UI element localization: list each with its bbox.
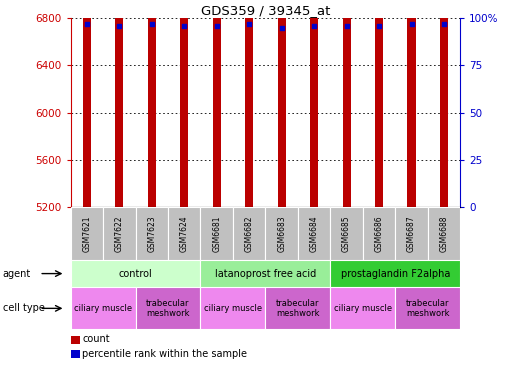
Bar	[83, 0, 91, 207]
Bar	[71, 287, 135, 329]
Bar	[428, 207, 460, 260]
Bar	[135, 287, 200, 329]
Point	[83, 21, 91, 27]
Text: GSM7624: GSM7624	[180, 215, 189, 252]
Bar	[103, 207, 135, 260]
Text: GSM7623: GSM7623	[147, 215, 156, 252]
Text: trabecular
meshwork: trabecular meshwork	[146, 299, 190, 318]
Text: GSM7622: GSM7622	[115, 215, 124, 251]
Bar	[168, 207, 200, 260]
Bar	[200, 207, 233, 260]
Text: count: count	[82, 334, 110, 344]
Text: ciliary muscle: ciliary muscle	[74, 304, 132, 313]
Title: GDS359 / 39345_at: GDS359 / 39345_at	[201, 4, 330, 17]
Point	[212, 23, 221, 29]
Text: trabecular
meshwork: trabecular meshwork	[406, 299, 450, 318]
Point	[440, 21, 448, 27]
Text: ciliary muscle: ciliary muscle	[334, 304, 392, 313]
Bar	[310, 0, 318, 207]
Bar	[363, 207, 395, 260]
Bar	[200, 260, 331, 287]
Text: latanoprost free acid: latanoprost free acid	[215, 269, 316, 279]
Text: trabecular
meshwork: trabecular meshwork	[276, 299, 320, 318]
Point	[245, 21, 253, 27]
Text: GSM6685: GSM6685	[342, 215, 351, 252]
Text: ciliary muscle: ciliary muscle	[204, 304, 262, 313]
Bar	[71, 351, 80, 359]
Point	[375, 23, 383, 29]
Text: GSM6682: GSM6682	[245, 215, 254, 251]
Text: agent: agent	[3, 269, 31, 279]
Bar	[71, 336, 80, 344]
Text: GSM6681: GSM6681	[212, 215, 221, 251]
Text: GSM6688: GSM6688	[439, 215, 449, 251]
Text: prostaglandin F2alpha: prostaglandin F2alpha	[340, 269, 450, 279]
Text: percentile rank within the sample: percentile rank within the sample	[82, 349, 247, 359]
Text: GSM6687: GSM6687	[407, 215, 416, 252]
Bar	[71, 260, 200, 287]
Text: GSM6683: GSM6683	[277, 215, 286, 252]
Text: GSM6684: GSM6684	[310, 215, 319, 252]
Bar	[331, 207, 363, 260]
Text: GSM6686: GSM6686	[374, 215, 383, 252]
Bar	[115, 0, 123, 207]
Point	[147, 21, 156, 27]
Bar	[71, 207, 103, 260]
Bar	[278, 0, 286, 207]
Point	[310, 23, 319, 29]
Text: cell type: cell type	[3, 303, 44, 313]
Bar	[180, 0, 188, 207]
Point	[115, 23, 123, 29]
Bar	[200, 287, 266, 329]
Text: control: control	[119, 269, 152, 279]
Bar	[407, 0, 416, 207]
Bar	[213, 0, 221, 207]
Bar	[298, 207, 331, 260]
Bar	[440, 0, 448, 207]
Bar	[343, 0, 350, 207]
Point	[278, 25, 286, 31]
Bar	[245, 0, 253, 207]
Point	[343, 23, 351, 29]
Bar	[266, 287, 331, 329]
Bar	[331, 260, 460, 287]
Point	[180, 23, 188, 29]
Bar	[266, 207, 298, 260]
Bar	[331, 287, 395, 329]
Bar	[395, 207, 428, 260]
Text: GSM7621: GSM7621	[82, 215, 92, 251]
Bar	[135, 207, 168, 260]
Point	[407, 21, 416, 27]
Bar	[375, 0, 383, 207]
Bar	[233, 207, 266, 260]
Bar	[395, 287, 460, 329]
Bar	[147, 0, 156, 207]
